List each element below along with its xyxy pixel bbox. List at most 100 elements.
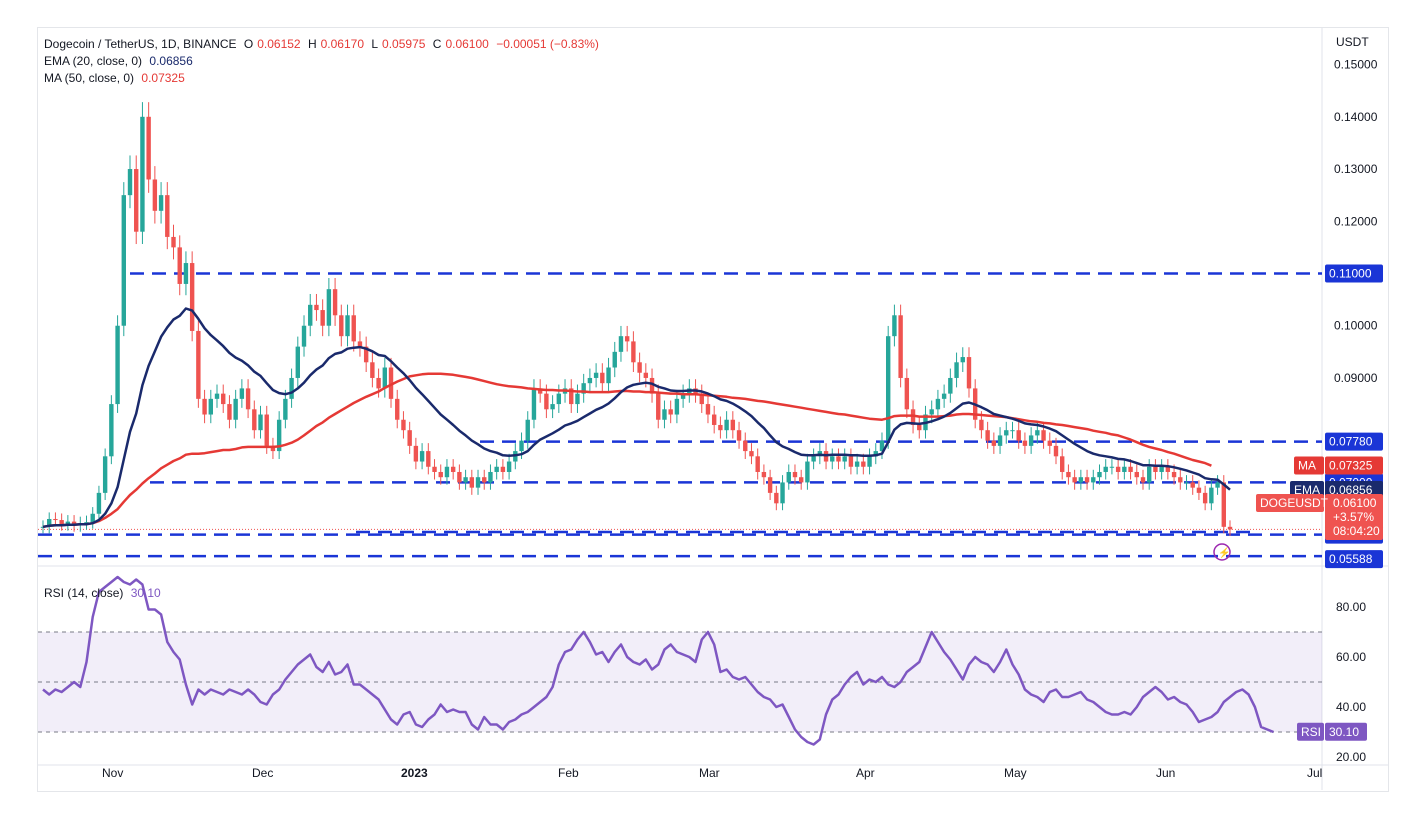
candle-body	[525, 419, 530, 441]
badge-ma-tag-bg	[1294, 456, 1324, 475]
candle-body	[419, 451, 425, 462]
ema-legend[interactable]: EMA (20, close, 0) 0.06856	[44, 54, 197, 68]
candle-body	[388, 367, 394, 399]
candle-body	[395, 398, 400, 420]
candle-body	[245, 388, 251, 410]
candle-body	[463, 477, 468, 483]
time-axis-tick: May	[1004, 766, 1027, 780]
rsi-axis-tick: 80.00	[1336, 600, 1366, 614]
badge-rsi-value-bg	[1325, 722, 1367, 741]
candle-body	[749, 451, 754, 457]
lightning-icon: ⚡	[1218, 546, 1230, 559]
candle-body	[637, 362, 642, 373]
candle-body	[643, 372, 649, 378]
candle-body	[830, 456, 835, 462]
candle-body	[214, 393, 220, 399]
candle-body	[332, 289, 338, 316]
badge-ema-value: 0.06856	[1329, 483, 1373, 497]
candle-body	[357, 341, 363, 347]
candle-body	[1084, 477, 1090, 483]
ma-legend[interactable]: MA (50, close, 0) 0.07325	[44, 71, 189, 85]
price-axis-currency: USDT	[1336, 35, 1369, 49]
candle-body	[736, 430, 742, 441]
candle-body	[47, 518, 52, 527]
candle-body	[575, 393, 580, 405]
candle-body	[1016, 430, 1021, 441]
candle-body	[1047, 440, 1052, 446]
candle-body	[892, 315, 897, 337]
close-label: C	[432, 37, 442, 51]
candle-body	[314, 304, 319, 311]
candle-body	[948, 377, 953, 394]
time-axis-tick: Dec	[252, 766, 273, 780]
low-value: 0.05975	[382, 37, 426, 51]
candle-body	[861, 461, 866, 467]
candle-body	[1028, 435, 1034, 446]
candle-body	[705, 404, 711, 415]
candle-body	[910, 409, 916, 425]
candle-body	[531, 388, 537, 420]
candle-body	[494, 466, 499, 472]
candle-body	[718, 424, 723, 431]
candle-body	[413, 445, 419, 462]
candle-body	[239, 388, 245, 399]
candle-body	[233, 398, 238, 420]
candle-body	[71, 521, 77, 526]
rsi-line	[42, 575, 1274, 746]
candle-body	[432, 466, 437, 472]
candle-body	[724, 419, 729, 431]
rsi-legend[interactable]: RSI (14, close) 30.10	[44, 586, 161, 600]
candle-body	[848, 456, 854, 467]
time-axis-tick: Apr	[856, 766, 875, 780]
candle-body	[1078, 477, 1084, 483]
candle-body	[798, 477, 804, 483]
candle-body	[985, 430, 990, 441]
candle-body	[1209, 487, 1214, 504]
candle-body	[221, 393, 226, 405]
candle-body	[885, 336, 891, 441]
candle-body	[171, 236, 176, 248]
high-label: H	[307, 37, 317, 51]
badge-rsi-value: 30.10	[1329, 725, 1359, 739]
candle-body	[140, 116, 145, 232]
symbol-title: Dogecoin / TetherUS, 1D, BINANCE	[44, 37, 237, 51]
candle-body	[189, 263, 195, 331]
time-axis-tick: Jul	[1307, 766, 1322, 780]
candle-body	[1109, 466, 1115, 468]
candle-body	[755, 456, 760, 472]
candle-body	[351, 315, 356, 342]
candle-body	[370, 362, 375, 378]
candle-body	[587, 377, 593, 384]
candle-body	[1196, 487, 1202, 493]
price-box	[1325, 494, 1383, 540]
candle-body	[941, 393, 947, 399]
price-axis-tick: 0.14000	[1334, 110, 1378, 124]
candle-body	[1010, 430, 1015, 432]
candle-body	[1147, 466, 1152, 483]
candle-body	[668, 409, 673, 415]
candle-body	[1227, 526, 1233, 530]
candle-body	[569, 388, 574, 405]
candle-body	[699, 393, 704, 405]
badge-ma-tag: MA	[1298, 458, 1316, 472]
candle-body	[146, 116, 151, 180]
candle-body	[873, 451, 878, 457]
candle-body	[867, 456, 872, 467]
candle-body	[84, 522, 89, 524]
candle-body	[444, 466, 450, 478]
candle-body	[904, 377, 910, 410]
candle-body	[1060, 456, 1065, 472]
candle-body	[438, 471, 443, 478]
candle-body	[196, 330, 201, 399]
price-box-value: 0.06100	[1333, 496, 1377, 510]
candle-body	[382, 367, 388, 389]
candle-body	[805, 461, 810, 483]
candle-body	[544, 393, 549, 410]
event-marker-icon	[1213, 543, 1231, 561]
rsi-legend-value: 30.10	[130, 586, 161, 600]
candle-body	[1103, 466, 1108, 472]
candle-body	[1202, 492, 1208, 504]
price-axis-tick: 0.12000	[1334, 214, 1378, 228]
price-axis-tick: 0.09000	[1334, 371, 1378, 385]
